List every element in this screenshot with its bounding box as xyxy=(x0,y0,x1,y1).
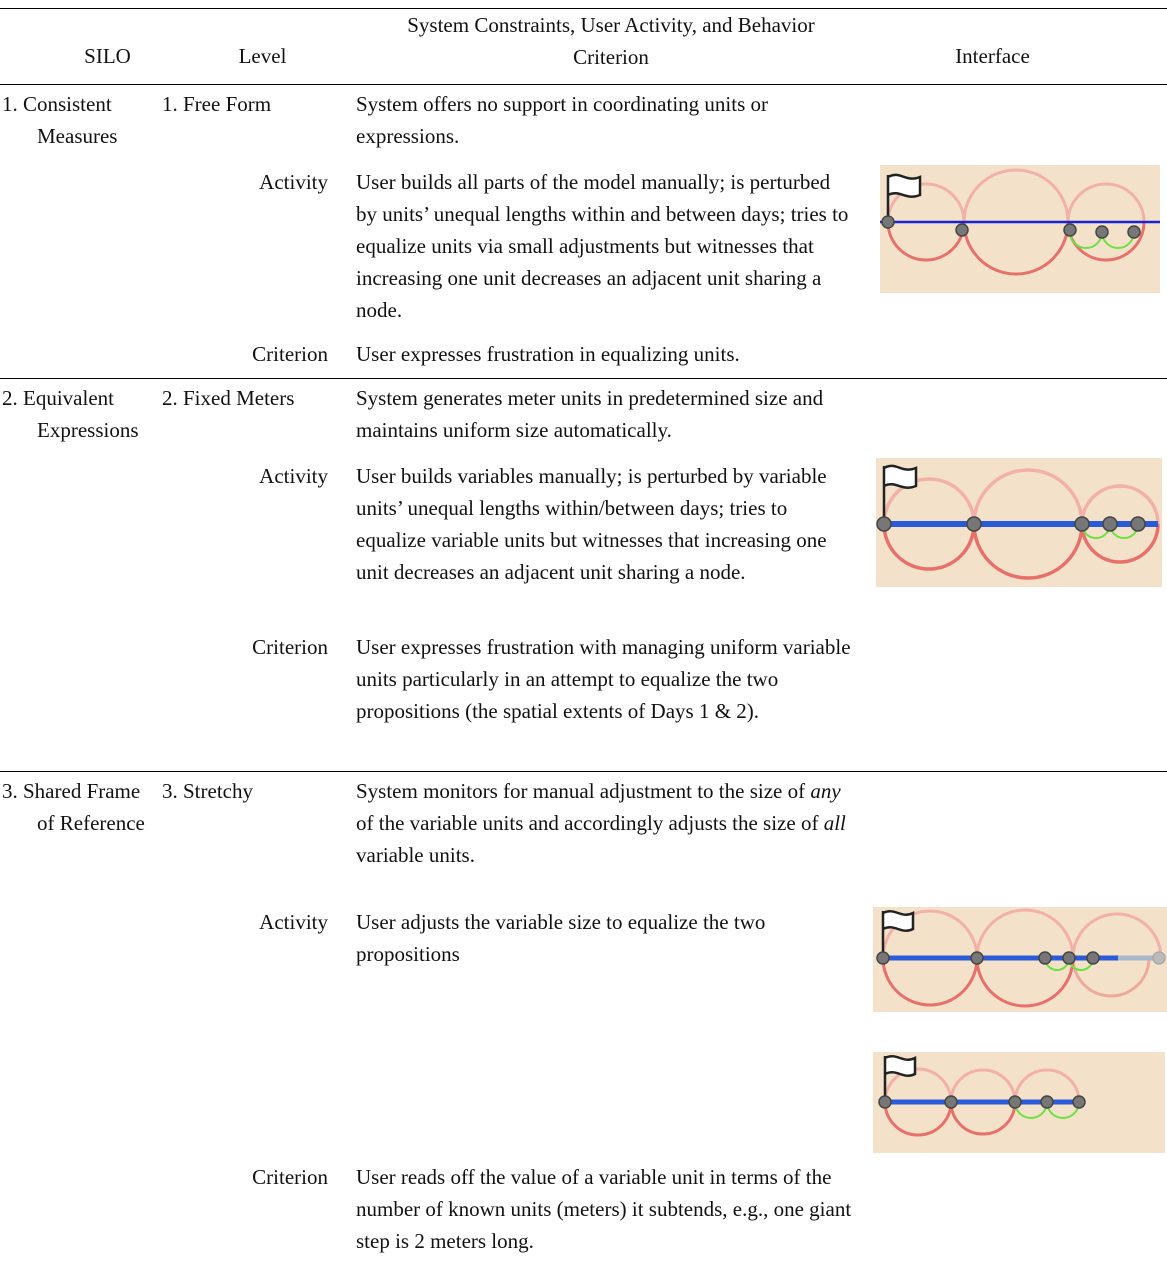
criterion-label: Criterion xyxy=(252,1165,328,1189)
row-rule xyxy=(0,378,1167,379)
level: 3. Stretchy xyxy=(162,779,253,803)
header-interface: Interface xyxy=(955,44,1030,68)
activity-text: User builds all parts of the model manua… xyxy=(356,170,849,322)
interface-image xyxy=(873,907,1167,1012)
top-rule xyxy=(0,8,1167,9)
text-part: variable units. xyxy=(356,843,475,867)
activity-label: Activity xyxy=(259,464,328,488)
silo: 2. Equivalent Expressions xyxy=(2,386,139,442)
interface-image xyxy=(880,165,1160,293)
header-rule xyxy=(0,84,1167,85)
criterion-label: Criterion xyxy=(252,342,328,366)
text-part: System monitors for manual adjustment to… xyxy=(356,779,811,803)
silo: 1. Consistent Measures xyxy=(2,92,118,148)
interface-image xyxy=(876,458,1162,587)
header-level: Level xyxy=(238,44,287,68)
row-rule xyxy=(0,771,1167,772)
criterion-text: User expresses frustration with managing… xyxy=(356,635,851,723)
header-silo: SILO xyxy=(84,44,131,68)
activity-label: Activity xyxy=(259,910,328,934)
activity-text: User adjusts the variable size to equali… xyxy=(356,910,766,966)
text-part: of the variable units and accordingly ad… xyxy=(356,811,824,835)
activity-text: User builds variables manually; is pertu… xyxy=(356,464,827,584)
system-text: System offers no support in coordinating… xyxy=(356,92,768,148)
criterion-text: User expresses frustration in equalizing… xyxy=(356,342,740,366)
header-description: System Constraints, User Activity, and B… xyxy=(407,13,815,69)
silo: 3. Shared Frame of Reference xyxy=(2,779,145,835)
text-emphasis: any xyxy=(810,779,841,803)
system-text: System monitors for manual adjustment to… xyxy=(356,775,856,871)
interface-image xyxy=(873,1052,1165,1153)
activity-label: Activity xyxy=(259,170,328,194)
criterion-text: User reads off the value of a variable u… xyxy=(356,1165,852,1253)
level: 2. Fixed Meters xyxy=(162,386,295,410)
level: 1. Free Form xyxy=(162,92,272,116)
system-text: System generates meter units in predeter… xyxy=(356,386,824,442)
text-emphasis: all xyxy=(823,811,846,835)
criterion-label: Criterion xyxy=(252,635,328,659)
